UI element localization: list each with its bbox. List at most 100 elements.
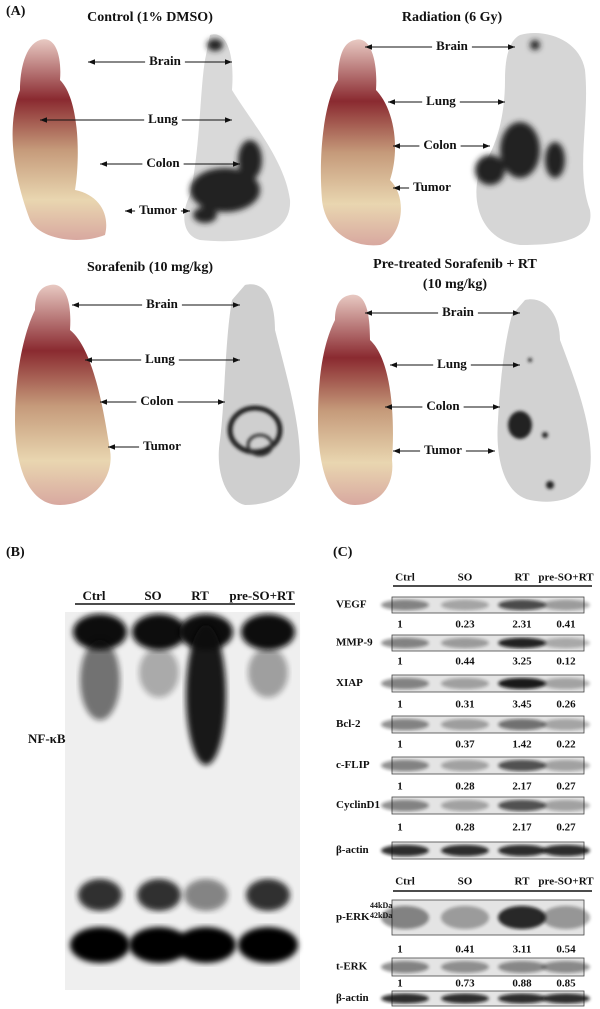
band — [184, 879, 228, 911]
smear — [186, 625, 226, 765]
row-label: c-FLIP — [336, 759, 370, 771]
panel-label: (C) — [333, 545, 353, 560]
quant-value: 0.22 — [556, 739, 576, 751]
quant-value: 1 — [397, 656, 403, 668]
band — [241, 614, 295, 650]
band — [441, 844, 489, 857]
row-label: t-ERK — [336, 961, 368, 973]
scan-images — [184, 33, 591, 505]
row-label: MMP-9 — [336, 637, 373, 649]
band — [441, 677, 489, 690]
organ-label: Tumor — [143, 438, 181, 453]
group-title: Sorafenib (10 mg/kg) — [87, 260, 213, 275]
band — [70, 927, 130, 963]
quant-value: 0.28 — [455, 822, 475, 834]
quant-value: 0.28 — [455, 781, 475, 793]
lane-label: pre-SO+RT — [538, 876, 594, 888]
band — [381, 677, 429, 690]
marker-label: 42kDa — [370, 911, 392, 920]
smear — [80, 640, 120, 720]
quant-value: 2.17 — [512, 822, 532, 834]
lane-label: pre-SO+RT — [229, 588, 295, 603]
band — [498, 677, 546, 690]
group-title: Pre-treated Sorafenib + RT — [373, 257, 537, 272]
row-label: β-actin — [336, 844, 369, 856]
band — [381, 637, 429, 649]
quant-value: 0.44 — [455, 656, 475, 668]
band — [441, 759, 489, 772]
organ-label: Lung — [426, 93, 456, 108]
quant-value: 0.27 — [556, 781, 576, 793]
lane-label: RT — [515, 876, 531, 888]
band — [381, 759, 429, 772]
band — [498, 718, 546, 731]
quant-value: 0.73 — [455, 978, 475, 990]
quant-value: 1 — [397, 739, 403, 751]
band — [542, 718, 590, 731]
band — [441, 637, 489, 649]
band — [441, 905, 489, 930]
gel-bands — [70, 614, 298, 963]
quant-value: 0.54 — [556, 944, 576, 956]
band — [498, 799, 546, 812]
quant-value: 1 — [397, 978, 403, 990]
band — [542, 961, 590, 973]
mouse-photos — [12, 39, 401, 505]
quant-value: 0.85 — [556, 978, 576, 990]
row-label: VEGF — [336, 599, 367, 611]
organ-label: Tumor — [139, 202, 177, 217]
band — [542, 993, 590, 1004]
band — [542, 844, 590, 857]
organ-label: Brain — [146, 296, 179, 311]
organ-label: Colon — [423, 137, 457, 152]
quant-value: 1 — [397, 699, 403, 711]
band — [176, 927, 236, 963]
band-label: NF-κB — [28, 731, 66, 746]
row-label: Bcl-2 — [336, 718, 361, 730]
lane-label: Ctrl — [395, 876, 415, 888]
band — [498, 961, 546, 973]
lane-label: SO — [458, 876, 473, 888]
quant-value: 1 — [397, 944, 403, 956]
band — [441, 718, 489, 731]
row-label: β-actin — [336, 992, 369, 1004]
organ-label: Brain — [436, 38, 469, 53]
band — [381, 961, 429, 973]
quant-value: 0.41 — [556, 619, 575, 631]
panel-label: (A) — [6, 4, 26, 19]
quant-value: 0.41 — [455, 944, 474, 956]
quant-value: 1 — [397, 822, 403, 834]
band — [441, 993, 489, 1004]
quant-value: 0.26 — [556, 699, 576, 711]
band — [381, 993, 429, 1004]
quant-value: 1 — [397, 619, 403, 631]
smear — [139, 647, 179, 698]
band — [381, 844, 429, 857]
organ-label: Tumor — [413, 179, 451, 194]
band — [542, 599, 590, 611]
band — [441, 961, 489, 973]
band — [542, 677, 590, 690]
quant-value: 0.37 — [455, 739, 475, 751]
quant-value: 0.88 — [512, 978, 532, 990]
lane-label: Ctrl — [395, 572, 415, 584]
quant-value: 1 — [397, 781, 403, 793]
quant-value: 0.23 — [455, 619, 475, 631]
quant-value: 0.31 — [455, 699, 474, 711]
band — [498, 637, 546, 649]
organ-label: Colon — [426, 398, 460, 413]
quant-value: 0.12 — [556, 656, 576, 668]
organ-label: Colon — [146, 155, 180, 170]
group-subtitle: (10 mg/kg) — [423, 277, 488, 292]
band — [78, 879, 122, 911]
lane-label: RT — [515, 572, 531, 584]
band — [137, 879, 181, 911]
band — [498, 993, 546, 1004]
group-title: Radiation (6 Gy) — [402, 10, 503, 25]
band — [542, 905, 590, 930]
band — [238, 927, 298, 963]
lane-label: pre-SO+RT — [538, 572, 594, 584]
band — [381, 905, 429, 930]
quant-value: 3.45 — [512, 699, 532, 711]
